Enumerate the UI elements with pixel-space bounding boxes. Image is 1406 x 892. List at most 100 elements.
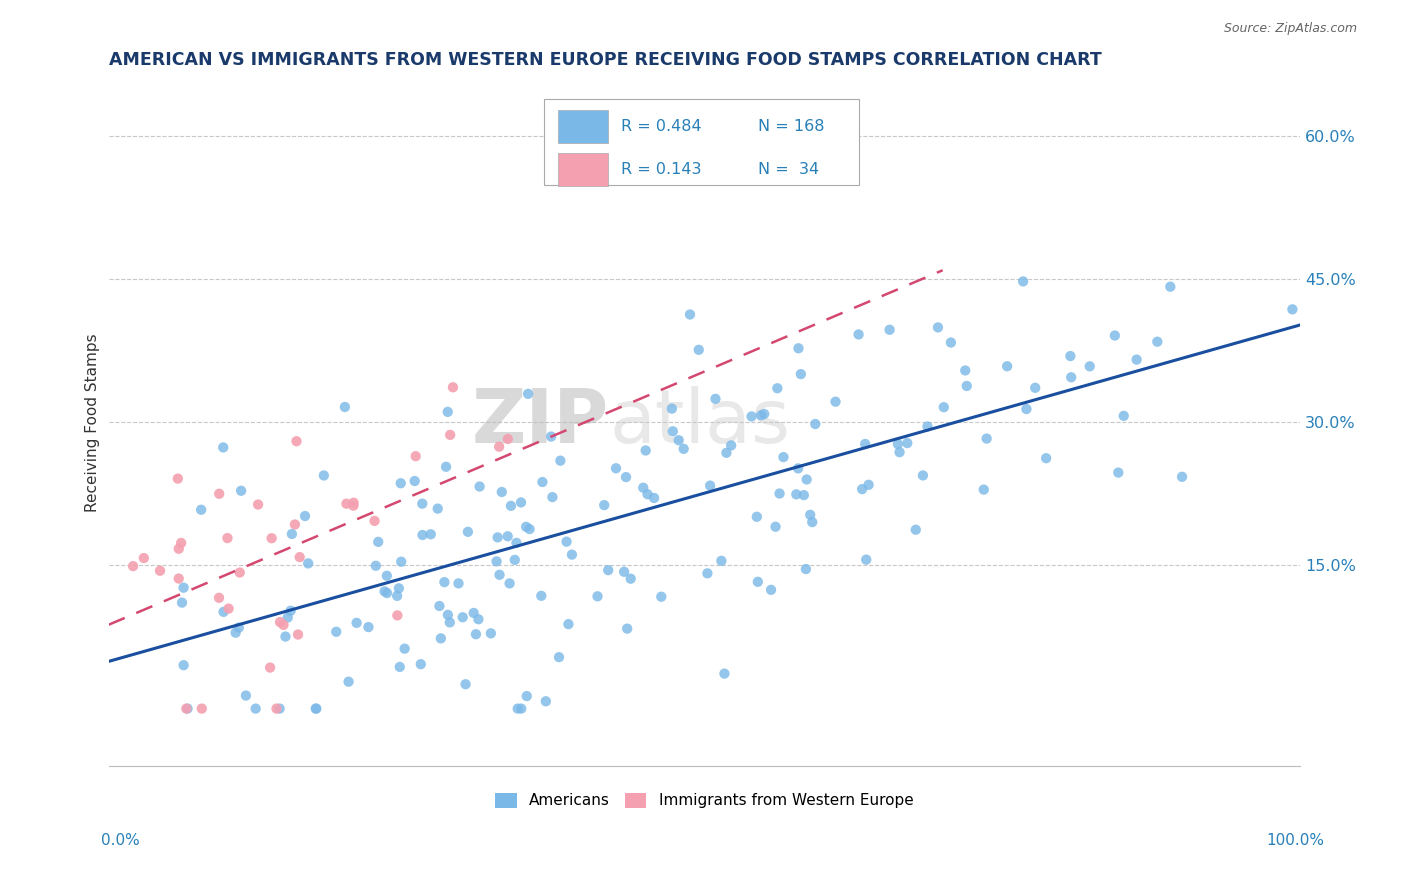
Point xyxy=(405,449,427,463)
Point xyxy=(343,496,366,510)
Point xyxy=(389,476,412,491)
Point xyxy=(696,566,718,581)
Point xyxy=(668,434,690,448)
Point xyxy=(404,474,426,488)
Point xyxy=(768,486,790,500)
Point xyxy=(510,495,533,509)
Point xyxy=(468,479,491,493)
Point xyxy=(896,436,918,450)
Point xyxy=(269,615,291,629)
Point xyxy=(1159,279,1181,293)
Text: atlas: atlas xyxy=(609,385,790,458)
Point xyxy=(447,576,470,591)
Point xyxy=(519,522,541,536)
Point xyxy=(790,367,813,381)
Point xyxy=(411,497,433,511)
Point xyxy=(765,520,787,534)
Point xyxy=(281,527,304,541)
Point xyxy=(363,514,385,528)
Point xyxy=(939,335,962,350)
Point xyxy=(491,485,513,500)
Point xyxy=(437,607,460,622)
Point xyxy=(486,530,509,544)
Point xyxy=(1146,334,1168,349)
Point xyxy=(412,528,434,542)
Point xyxy=(229,566,252,580)
Point xyxy=(485,554,508,568)
Point xyxy=(540,429,562,443)
Text: N =  34: N = 34 xyxy=(758,162,820,178)
Point xyxy=(441,380,464,394)
Point xyxy=(212,441,235,455)
Point xyxy=(277,610,299,624)
Point xyxy=(312,468,335,483)
Point xyxy=(149,564,172,578)
Point xyxy=(801,515,824,529)
Point xyxy=(662,425,685,439)
Point xyxy=(1112,409,1135,423)
Point xyxy=(373,584,395,599)
Point xyxy=(785,487,807,501)
Point xyxy=(274,630,297,644)
Point xyxy=(305,701,328,715)
Text: AMERICAN VS IMMIGRANTS FROM WESTERN EUROPE RECEIVING FOOD STAMPS CORRELATION CHA: AMERICAN VS IMMIGRANTS FROM WESTERN EURO… xyxy=(108,51,1101,69)
Point xyxy=(661,401,683,416)
Point xyxy=(550,453,572,467)
Point xyxy=(793,488,815,502)
Legend: Americans, Immigrants from Western Europe: Americans, Immigrants from Western Europ… xyxy=(489,787,920,814)
Point xyxy=(367,534,389,549)
Point xyxy=(463,606,485,620)
Point xyxy=(614,470,637,484)
Point xyxy=(634,443,657,458)
Point xyxy=(741,409,763,424)
Bar xyxy=(558,153,607,186)
Point xyxy=(357,620,380,634)
Point xyxy=(704,392,727,406)
Point xyxy=(285,434,308,449)
Point xyxy=(598,563,620,577)
Point xyxy=(287,627,309,641)
Point xyxy=(956,379,979,393)
Point xyxy=(288,550,311,565)
Point xyxy=(1104,328,1126,343)
Point xyxy=(190,502,212,516)
Point xyxy=(1012,274,1035,288)
Point xyxy=(716,446,738,460)
Point xyxy=(541,490,564,504)
Point xyxy=(387,608,409,623)
Point xyxy=(710,554,733,568)
Point xyxy=(772,450,794,464)
Point xyxy=(342,499,364,513)
FancyBboxPatch shape xyxy=(544,99,859,186)
Point xyxy=(208,591,231,605)
Point xyxy=(754,407,776,421)
Text: Source: ZipAtlas.com: Source: ZipAtlas.com xyxy=(1223,22,1357,36)
Point xyxy=(505,536,527,550)
Point xyxy=(516,689,538,703)
Point xyxy=(605,461,627,475)
Point xyxy=(586,590,609,604)
Point xyxy=(385,589,408,603)
Point xyxy=(375,586,398,600)
Point xyxy=(217,531,239,545)
Point xyxy=(167,541,190,556)
Point xyxy=(218,601,240,615)
Point xyxy=(269,701,291,715)
Point xyxy=(467,612,489,626)
Point xyxy=(688,343,710,357)
Point xyxy=(436,405,458,419)
Point xyxy=(794,562,817,576)
Point xyxy=(593,498,616,512)
Text: ZIP: ZIP xyxy=(472,385,609,458)
Point xyxy=(212,605,235,619)
Point xyxy=(457,524,479,539)
Point xyxy=(451,610,474,624)
Point xyxy=(650,590,672,604)
Point xyxy=(616,622,638,636)
Point xyxy=(787,461,810,475)
Text: N = 168: N = 168 xyxy=(758,120,824,134)
Point xyxy=(430,632,453,646)
Point xyxy=(637,487,659,501)
Point xyxy=(176,701,198,715)
Point xyxy=(503,553,526,567)
